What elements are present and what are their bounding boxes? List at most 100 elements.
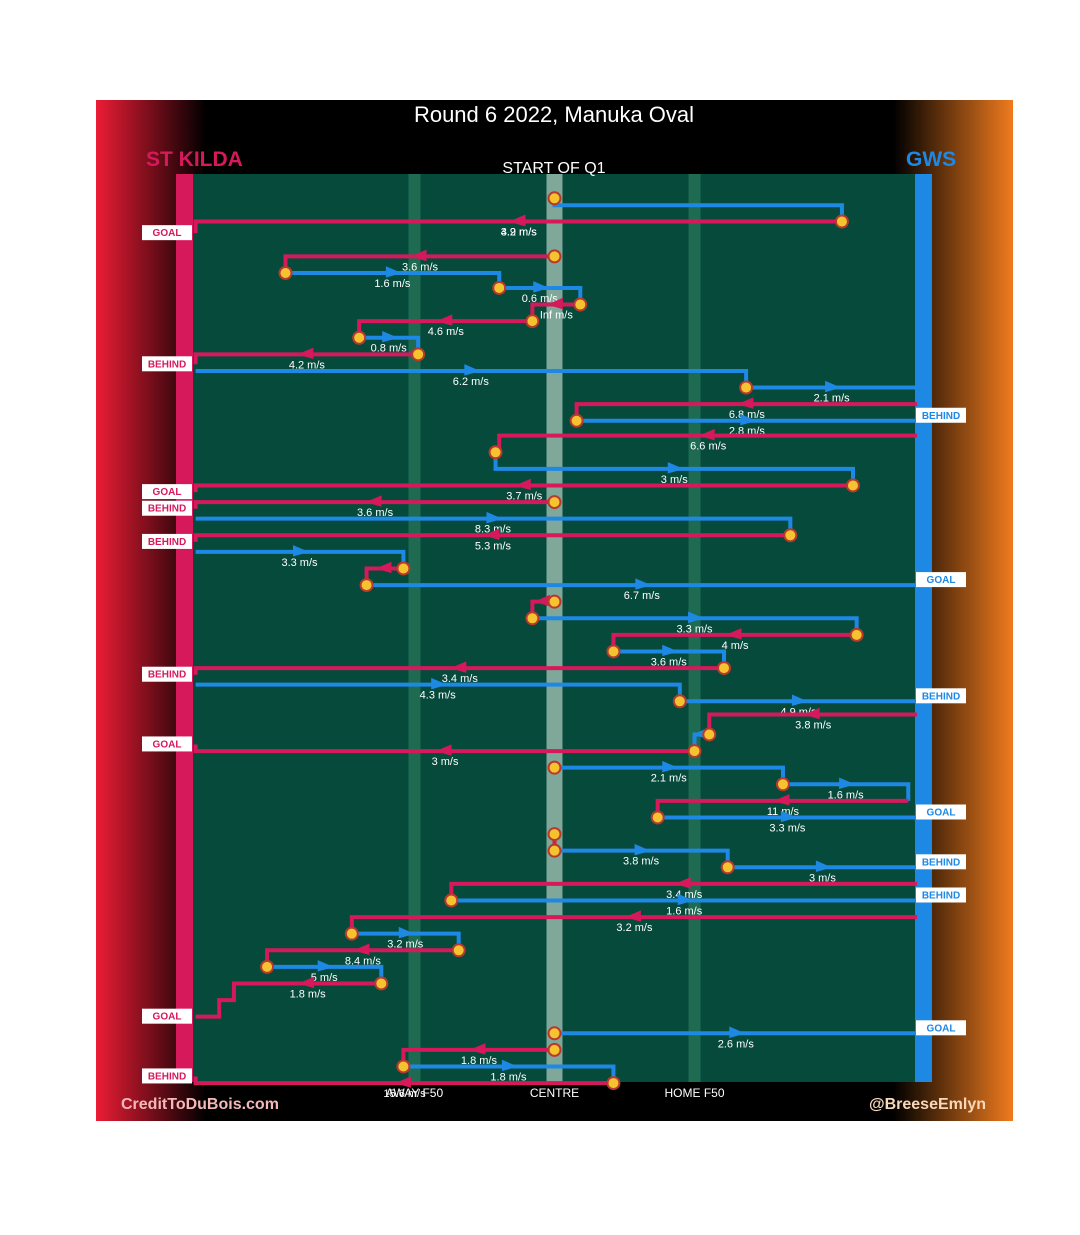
play-arrow-21: [635, 578, 652, 590]
play-start-marker-3: [278, 266, 293, 280]
play-arrow-44: [317, 960, 334, 972]
outcome-label-1: GOAL: [153, 228, 182, 239]
play-start-marker-35: [650, 810, 665, 825]
play-speed-label-39: 3.4 m/s: [666, 889, 703, 901]
play-start-marker-7: [352, 330, 367, 345]
play-path-45: [195, 981, 382, 1019]
play-arrow-45: [298, 976, 315, 989]
play-arrow-13: [698, 428, 715, 441]
play-start-marker-47: [547, 1042, 562, 1057]
play-speed-label-45: 1.8 m/s: [290, 988, 327, 1000]
play-arrow-1: [509, 214, 526, 227]
play-speed-label-26: 3.4 m/s: [442, 673, 479, 685]
outcome-badge-35: [916, 804, 966, 820]
play-speed-label-7: 0.8 m/s: [371, 343, 408, 355]
play-path-15: [193, 483, 853, 493]
play-speed-label-21: 6.7 m/s: [624, 590, 661, 602]
play-start-marker-21: [359, 578, 374, 593]
outcome-label-38: BEHIND: [922, 857, 960, 868]
play-speed-label-33: 1.6 m/s: [828, 789, 865, 801]
play-start-marker-26: [717, 661, 732, 676]
play-speed-label-5: Inf m/s: [540, 310, 574, 322]
play-arrow-24: [725, 628, 742, 640]
chart-svg: Round 6 2022, Manuka Oval START OF Q1 ST…: [96, 100, 1013, 1121]
play-speed-label-31: 3 m/s: [432, 756, 459, 768]
play-start-marker-40: [444, 893, 459, 908]
play-arrow-7: [382, 330, 399, 343]
play-start-marker-25: [606, 644, 621, 659]
x-axis-label-centre: CENTRE: [530, 1086, 579, 1100]
play-speed-label-8: 4.2 m/s: [289, 359, 326, 371]
play-speed-label-37: 3.8 m/s: [623, 856, 660, 868]
play-arrow-19: [292, 545, 309, 557]
lane-home-f50: [688, 174, 701, 1082]
play-start-marker-10: [739, 380, 754, 395]
play-speed-label-23: 3.3 m/s: [676, 623, 713, 635]
play-arrow-32: [662, 760, 679, 773]
play-start-marker-37: [547, 843, 562, 858]
play-arrow-46: [729, 1026, 746, 1038]
play-start-marker-4: [492, 280, 507, 295]
play-path-8: [193, 352, 419, 365]
play-arrow-42: [398, 926, 415, 939]
play-speed-label-48: 1.8 m/s: [490, 1071, 527, 1083]
footer-right-credit: @BreeseEmlyn: [869, 1096, 986, 1113]
play-start-marker-23: [525, 611, 540, 626]
play-start-marker-20: [396, 561, 411, 576]
outcome-label-26: BEHIND: [148, 670, 186, 681]
chart-title: Round 6 2022, Manuka Oval: [414, 102, 694, 127]
play-path-33: [782, 782, 911, 801]
outcome-badge-18: [142, 533, 192, 549]
outcome-badge-1: [142, 225, 192, 241]
play-speed-label-44: 5 m/s: [311, 972, 338, 984]
play-arrow-12: [740, 413, 757, 426]
outcome-badge-8: [142, 356, 192, 372]
play-speed-label-42: 3.2 m/s: [387, 939, 424, 951]
play-speed-label-14: 3 m/s: [661, 474, 688, 486]
outcome-badge-16: [142, 500, 192, 516]
play-arrow-35: [780, 810, 797, 823]
play-start-marker-33: [775, 777, 790, 792]
chart-subtitle: START OF Q1: [502, 160, 605, 177]
play-path-1: [193, 219, 842, 234]
play-speed-label-10: 2.1 m/s: [814, 393, 851, 405]
outcome-badge-12: [916, 407, 966, 423]
play-start-marker-22: [547, 594, 562, 609]
footer-left-credit: CreditToDuBois.com: [121, 1096, 279, 1113]
play-arrow-11: [737, 397, 754, 409]
outcome-badge-31: [142, 736, 192, 752]
play-arrow-5: [546, 297, 563, 310]
play-arrow-10: [825, 380, 842, 393]
outcome-badge-40: [916, 887, 966, 903]
play-arrow-26: [450, 661, 467, 673]
play-start-marker-49: [606, 1076, 621, 1091]
play-speed-label-47: 1.8 m/s: [461, 1055, 498, 1067]
play-arrow-43: [353, 943, 370, 955]
play-speed-label-16: 3.6 m/s: [357, 507, 394, 519]
play-speed-label-6: 4.6 m/s: [428, 326, 465, 338]
x-axis-label-home-f50: HOME F50: [665, 1086, 725, 1100]
play-arrow-40: [677, 893, 694, 906]
team-right-name: GWS: [906, 148, 956, 171]
play-arrow-23: [688, 611, 705, 623]
play-arrow-29: [803, 707, 820, 720]
play-speed-label-40: 1.6 m/s: [666, 905, 703, 917]
play-speed-label-41: 3.2 m/s: [616, 922, 653, 934]
play-start-marker-8: [411, 347, 426, 362]
play-arrow-48: [501, 1059, 518, 1072]
play-start-marker-32: [547, 760, 562, 775]
play-start-marker-24: [849, 627, 864, 642]
play-start-marker-28: [672, 694, 687, 709]
play-path-26: [193, 666, 725, 675]
x-axis-label-away-f50: AWAY F50: [386, 1086, 444, 1100]
play-arrow-16: [365, 495, 382, 507]
play-speed-label-29: 3.8 m/s: [795, 720, 832, 732]
play-speed-label-24: 4 m/s: [722, 640, 749, 652]
play-path-49: [193, 1076, 614, 1086]
outcome-badge-28: [916, 688, 966, 704]
play-arrow-27: [431, 677, 448, 690]
play-arrow-9: [464, 364, 481, 376]
play-arrow-2: [410, 249, 427, 262]
play-arrow-14: [667, 462, 684, 474]
outcome-label-35: GOAL: [927, 808, 956, 819]
